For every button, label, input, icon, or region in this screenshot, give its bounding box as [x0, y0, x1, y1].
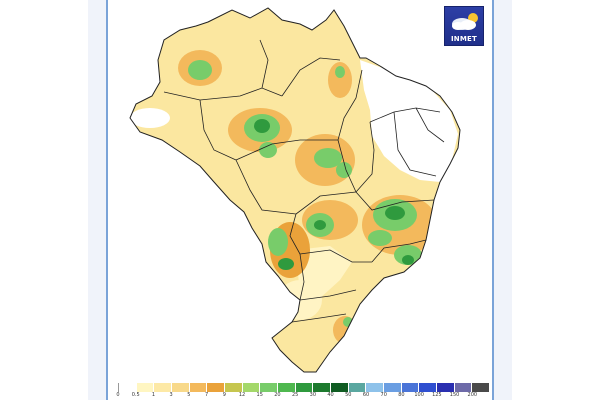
state-boundary [299, 253, 305, 301]
state-boundary [199, 99, 237, 161]
state-boundary [235, 159, 297, 215]
legend-labels: 0 0.5 1 3 5 7 9 12 15 20 25 30 40 50 60 70 80 100 125 150 20… [116, 392, 490, 400]
green-cell-tocantins [336, 162, 352, 178]
legend-label: 100 [414, 392, 424, 398]
legend-swatch [437, 383, 455, 392]
legend-label: 20 [274, 392, 281, 398]
legend-label: 0 [116, 392, 120, 398]
legend-label: 60 [362, 392, 370, 398]
state-boundary [299, 289, 357, 301]
state-boundary [355, 121, 375, 193]
green-cell-mato-grosso [259, 142, 277, 158]
legend-swatch [419, 383, 438, 392]
legend-label: 1 [151, 392, 156, 398]
legend-label: 7 [204, 392, 209, 398]
legend-label: 40 [327, 392, 334, 398]
dry-northeast-area [360, 60, 458, 182]
dark-green-core-goias [314, 220, 326, 230]
state-boundary [337, 139, 357, 193]
green-cell-central [314, 148, 342, 168]
right-side-band [494, 0, 512, 400]
legend-label: 200 [467, 392, 478, 398]
green-cell-north [335, 66, 345, 78]
legend-swatch [118, 383, 137, 392]
state-boundary [355, 191, 435, 211]
legend-label: 50 [345, 392, 352, 398]
state-boundary [259, 39, 269, 89]
legend-swatch [454, 383, 473, 392]
state-boundary [299, 249, 372, 263]
state-boundary [337, 69, 363, 141]
green-cell-pantanal [268, 228, 288, 256]
inmet-logo: INMET [444, 6, 484, 46]
left-side-band [88, 0, 106, 400]
state-boundary [369, 107, 441, 123]
state-boundary [235, 139, 338, 161]
state-boundary [295, 191, 357, 215]
legend-swatch [136, 383, 155, 392]
state-boundary [289, 213, 301, 255]
legend-label: 25 [291, 392, 299, 398]
legend-label: 12 [238, 392, 246, 398]
green-cell-sao-paulo [368, 230, 392, 246]
dark-green-core-pantanal [278, 258, 294, 270]
state-boundary [281, 57, 341, 97]
legend-label: 3 [169, 392, 173, 398]
cloud-sun-icon [452, 13, 478, 30]
legend-label: 30 [309, 392, 317, 398]
legend-label: 125 [432, 392, 442, 398]
legend-swatch [172, 383, 190, 392]
logo-text: INMET [451, 35, 477, 43]
legend-swatch [278, 383, 296, 392]
legend-swatch [189, 383, 208, 392]
dark-green-core-minas [385, 206, 405, 220]
legend-swatch [295, 383, 314, 392]
legend-label: 15 [256, 392, 263, 398]
legend-swatch [242, 383, 261, 392]
legend-swatch [331, 383, 349, 392]
green-cell-north-west [188, 60, 212, 80]
legend-label: 80 [398, 392, 405, 398]
dry-west-area [130, 108, 170, 128]
state-boundary [415, 107, 445, 143]
legend-label: 70 [380, 392, 387, 398]
state-boundaries [163, 39, 445, 323]
legend-swatch [225, 383, 243, 392]
legend-swatch [260, 383, 279, 392]
legend-swatch [472, 383, 491, 392]
dark-green-core-amazon [254, 119, 270, 133]
legend-label: 150 [449, 392, 460, 398]
legend-color-bar [118, 383, 491, 392]
legend-swatch [154, 383, 173, 392]
dark-green-core-rio [402, 255, 414, 265]
precipitation-legend: 0 0.5 1 3 5 7 9 12 15 20 25 30 40 50 60 70 80 100 125 150 20… [116, 383, 491, 400]
state-boundary [393, 111, 437, 177]
state-boundary [371, 239, 427, 263]
state-boundary [163, 87, 283, 101]
legend-swatch [313, 383, 332, 392]
state-boundary [291, 313, 347, 323]
legend-swatch [384, 383, 402, 392]
legend-swatch [366, 383, 385, 392]
legend-label: 9 [222, 392, 226, 398]
legend-label: 5 [187, 392, 191, 398]
orange-cell-north [328, 62, 352, 98]
legend-swatch [207, 383, 226, 392]
legend-swatch [401, 383, 420, 392]
legend-swatch [348, 383, 367, 392]
legend-label: 0.5 [131, 392, 140, 398]
